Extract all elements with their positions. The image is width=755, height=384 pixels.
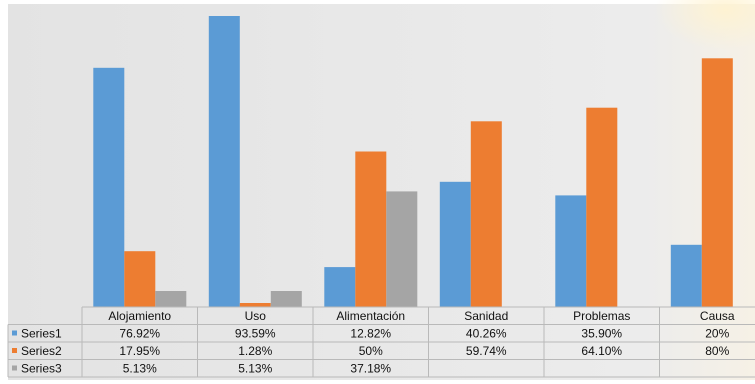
data-label-series1-1: 93.59% [235,327,276,341]
data-label-series3-1: 5.13% [238,362,272,376]
bar-series1-3 [439,181,471,307]
data-label-series2-1: 1.28% [238,344,272,358]
bar-series3-0 [155,291,187,307]
legend-label-series1: Series1 [21,327,62,341]
bar-series1-2 [324,267,356,307]
bar-series1-0 [93,67,125,307]
tick-label-1: Uso [245,309,267,323]
data-label-series2-5: 80% [705,344,729,358]
bar-series3-2 [386,191,418,307]
tick-label-4: Problemas [573,309,630,323]
legend-key-series3 [12,365,17,371]
legend-key-series2 [12,348,17,353]
bar-series2-3 [470,121,502,307]
bar-series2-2 [355,151,387,307]
legend-label-series2: Series2 [21,344,62,358]
data-label-series2-4: 64.10% [581,344,622,358]
tick-label-0: Alojamiento [108,309,171,323]
data-label-series1-5: 20% [705,327,729,341]
tick-label-3: Sanidad [464,309,508,323]
data-label-series2-2: 50% [359,344,383,358]
data-label-series1-0: 76.92% [119,327,160,341]
data-label-series3-2: 37.18% [350,362,391,376]
data-label-series2-0: 17.95% [119,344,160,358]
legend-key-series1 [12,330,17,336]
data-label-series2-3: 59.74% [466,344,507,358]
bar-series2-4 [586,107,618,307]
bar-series3-1 [270,291,302,307]
legend-label-series3: Series3 [21,362,62,376]
data-label-series3-0: 5.13% [123,362,157,376]
tick-label-2: Alimentación [336,309,405,323]
bar-series1-1 [208,16,240,307]
data-label-series1-4: 35.90% [581,327,622,341]
data-label-series1-3: 40.26% [466,327,507,341]
corner-glow [655,0,755,50]
data-label-series1-2: 12.82% [350,327,391,341]
tick-label-5: Causa [700,309,735,323]
bar-series1-5 [670,244,702,307]
bar-series2-1 [239,303,271,307]
bar-series1-4 [555,195,587,307]
bar-series2-0 [124,251,156,307]
bar-series2-5 [701,58,733,307]
